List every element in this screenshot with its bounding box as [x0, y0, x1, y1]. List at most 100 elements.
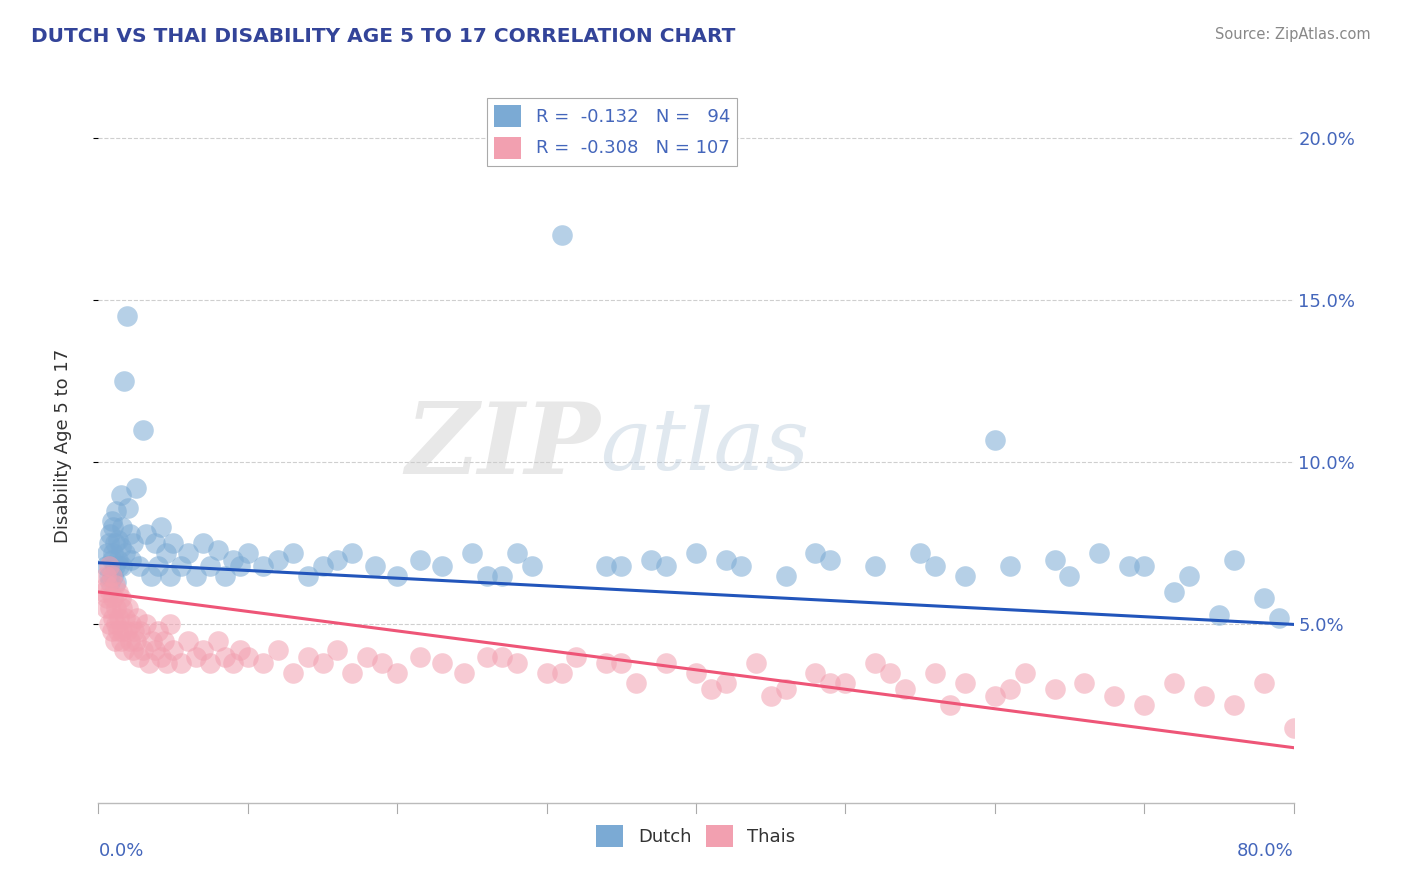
Point: [101, 514, 124, 528]
Point: [550, 666, 572, 681]
Point: [150, 649, 173, 664]
Point: [121, 536, 143, 550]
Point: [110, 540, 132, 554]
Point: [267, 643, 290, 657]
Point: [141, 633, 163, 648]
Point: [143, 536, 166, 550]
Point: [759, 689, 782, 703]
Point: [865, 657, 887, 671]
Point: [475, 568, 498, 582]
Point: [1073, 675, 1095, 690]
Point: [169, 559, 191, 574]
Point: [97, 536, 120, 550]
Point: [865, 559, 887, 574]
Point: [135, 617, 157, 632]
Point: [1223, 698, 1246, 713]
Point: [94, 601, 117, 615]
Point: [105, 575, 128, 590]
Text: 0.0%: 0.0%: [98, 842, 143, 860]
Point: [364, 559, 387, 574]
Point: [159, 568, 181, 582]
Point: [108, 611, 131, 625]
Point: [162, 643, 184, 657]
Point: [1178, 568, 1201, 582]
Point: [595, 657, 617, 671]
Point: [730, 559, 752, 574]
Point: [103, 568, 125, 582]
Point: [214, 568, 236, 582]
Point: [953, 675, 976, 690]
Point: [775, 682, 797, 697]
Point: [132, 423, 155, 437]
Point: [610, 657, 633, 671]
Point: [150, 520, 173, 534]
Point: [236, 649, 259, 664]
Point: [1163, 585, 1185, 599]
Point: [924, 559, 946, 574]
Point: [820, 675, 842, 690]
Point: [103, 611, 125, 625]
Text: atlas: atlas: [600, 405, 810, 487]
Point: [655, 559, 678, 574]
Text: DUTCH VS THAI DISABILITY AGE 5 TO 17 CORRELATION CHART: DUTCH VS THAI DISABILITY AGE 5 TO 17 COR…: [31, 27, 735, 45]
Point: [114, 546, 136, 560]
Point: [714, 675, 737, 690]
Point: [105, 617, 128, 632]
Point: [191, 536, 214, 550]
Point: [879, 666, 901, 681]
Point: [1118, 559, 1140, 574]
Point: [714, 552, 737, 566]
Point: [222, 657, 245, 671]
Point: [97, 559, 120, 574]
Point: [101, 624, 124, 638]
Point: [685, 546, 707, 560]
Point: [148, 624, 170, 638]
Point: [408, 649, 430, 664]
Point: [626, 675, 648, 690]
Point: [110, 633, 132, 648]
Point: [96, 546, 118, 560]
Point: [135, 526, 157, 541]
Point: [610, 559, 633, 574]
Point: [908, 546, 931, 560]
Point: [491, 649, 513, 664]
Point: [326, 643, 349, 657]
Point: [311, 559, 333, 574]
Point: [984, 689, 1007, 703]
Point: [342, 666, 364, 681]
Point: [103, 546, 125, 560]
Point: [124, 624, 146, 638]
Point: [1133, 559, 1156, 574]
Point: [430, 559, 453, 574]
Text: 80.0%: 80.0%: [1237, 842, 1294, 860]
Point: [104, 633, 127, 648]
Point: [107, 624, 129, 638]
Point: [148, 559, 170, 574]
Point: [105, 504, 128, 518]
Point: [129, 624, 152, 638]
Point: [998, 559, 1021, 574]
Point: [96, 578, 118, 592]
Point: [834, 675, 856, 690]
Point: [222, 552, 245, 566]
Point: [103, 591, 125, 606]
Point: [118, 633, 141, 648]
Point: [356, 649, 378, 664]
Point: [1253, 675, 1275, 690]
Point: [111, 601, 134, 615]
Point: [745, 657, 768, 671]
Point: [342, 546, 364, 560]
Point: [700, 682, 723, 697]
Point: [132, 643, 155, 657]
Point: [200, 559, 222, 574]
Point: [229, 643, 252, 657]
Point: [984, 433, 1007, 447]
Legend: Dutch, Thais: Dutch, Thais: [589, 818, 803, 855]
Point: [153, 633, 176, 648]
Point: [1223, 552, 1246, 566]
Point: [159, 617, 181, 632]
Point: [138, 657, 160, 671]
Point: [97, 617, 120, 632]
Point: [924, 666, 946, 681]
Point: [775, 568, 797, 582]
